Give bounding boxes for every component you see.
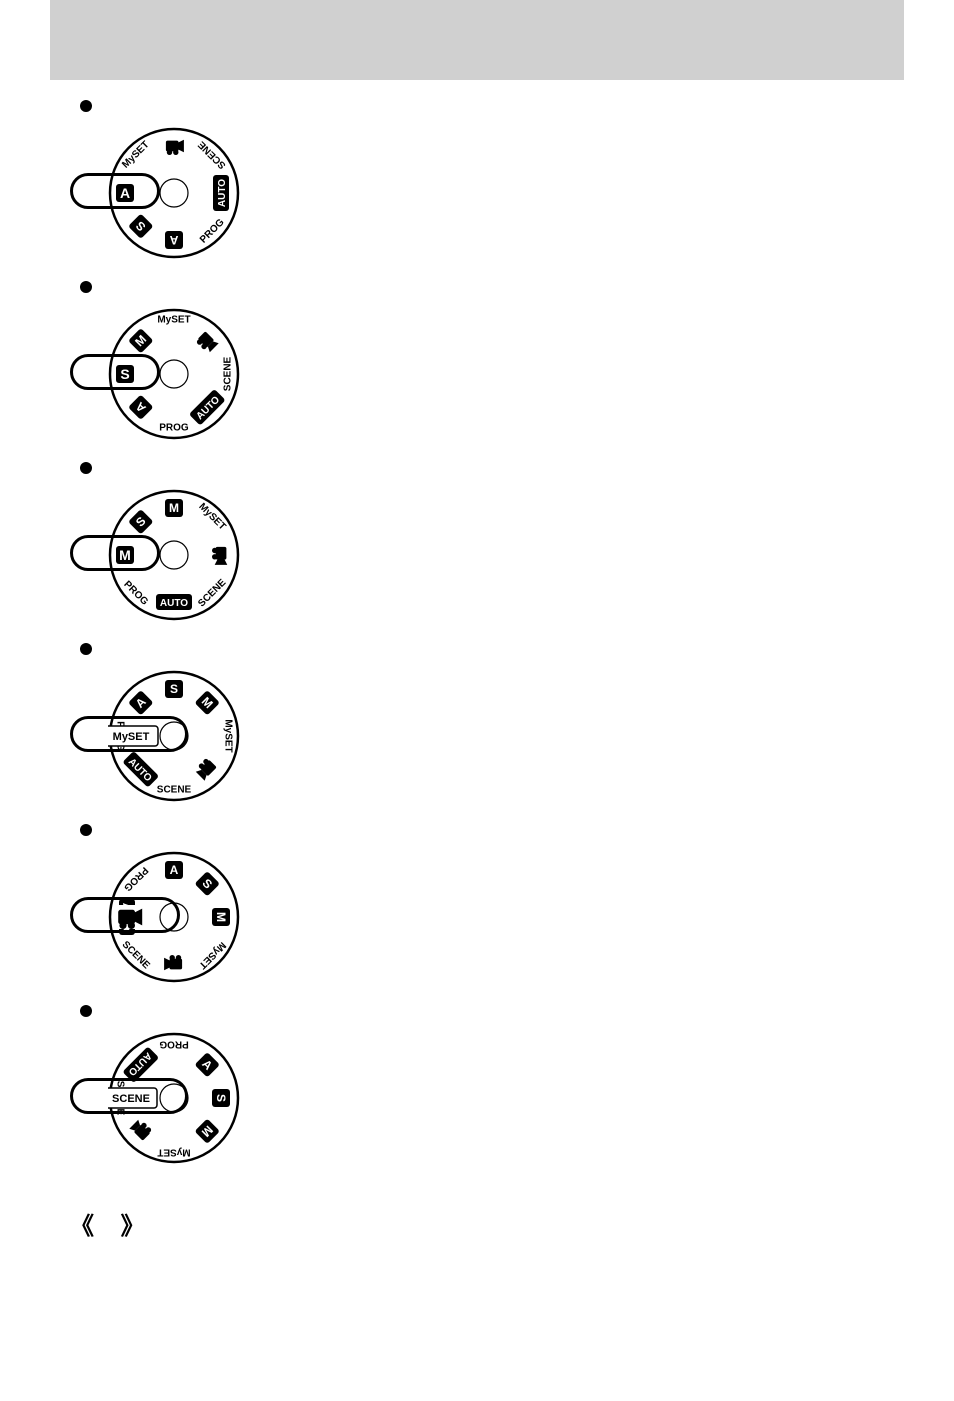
svg-text:AUTO: AUTO xyxy=(217,179,228,207)
svg-text:MySET: MySET xyxy=(222,719,233,752)
dial-wrap: M MySET SCENE AUTO PROG A S MySET xyxy=(70,666,250,806)
selection-indicator xyxy=(70,897,180,933)
bullet-icon xyxy=(80,1005,92,1017)
dial-wrap: M MySET SCENE AUTO PROG A S SCENE xyxy=(70,1028,250,1168)
dial-item: M MySET SCENE AUTO PROG A S MySET xyxy=(70,643,954,806)
bullet-icon xyxy=(80,281,92,293)
svg-text:SCENE: SCENE xyxy=(223,356,234,391)
dial-wrap: M MySET SCENE AUTO PROG A S xyxy=(70,847,250,987)
svg-text:M: M xyxy=(169,501,179,515)
bullet-icon xyxy=(80,100,92,112)
header-band xyxy=(50,0,904,80)
svg-text:AUTO: AUTO xyxy=(160,598,188,609)
selection-indicator xyxy=(70,354,160,390)
selection-indicator xyxy=(70,1078,188,1114)
dial-list: M MySET SCENE AUTO PROG A S A xyxy=(0,100,954,1168)
selection-indicator xyxy=(70,535,160,571)
svg-text:MySET: MySET xyxy=(157,315,190,326)
bullet-icon xyxy=(80,643,92,655)
dial-wrap: M MySET SCENE AUTO PROG A S A xyxy=(70,123,250,263)
dial-item: M MySET SCENE AUTO PROG A S A xyxy=(70,100,954,263)
svg-text:M: M xyxy=(214,912,228,922)
svg-text:SCENE: SCENE xyxy=(157,785,192,796)
svg-text:A: A xyxy=(169,233,178,247)
dial-item: M MySET SCENE AUTO PROG A S S xyxy=(70,281,954,444)
dial-wrap: M MySET SCENE AUTO PROG A S M xyxy=(70,485,250,625)
next-chevron: 》 xyxy=(121,1213,145,1240)
svg-text:MySET: MySET xyxy=(157,1146,190,1157)
bullet-icon xyxy=(80,824,92,836)
dial-item: M MySET SCENE AUTO PROG A S xyxy=(70,824,954,987)
bullet-icon xyxy=(80,462,92,474)
svg-text:PROG: PROG xyxy=(159,423,189,434)
dial-item: M MySET SCENE AUTO PROG A S M xyxy=(70,462,954,625)
selection-indicator xyxy=(70,716,188,752)
svg-text:S: S xyxy=(170,682,178,696)
footer-pagination: 《 》 xyxy=(0,1186,954,1271)
svg-text:S: S xyxy=(214,1094,228,1102)
svg-text:A: A xyxy=(170,863,179,877)
dial-item: M MySET SCENE AUTO PROG A S SCENE xyxy=(70,1005,954,1168)
prev-chevron: 《 xyxy=(70,1213,94,1240)
dial-wrap: M MySET SCENE AUTO PROG A S S xyxy=(70,304,250,444)
selection-indicator xyxy=(70,173,160,209)
svg-text:PROG: PROG xyxy=(159,1038,189,1049)
